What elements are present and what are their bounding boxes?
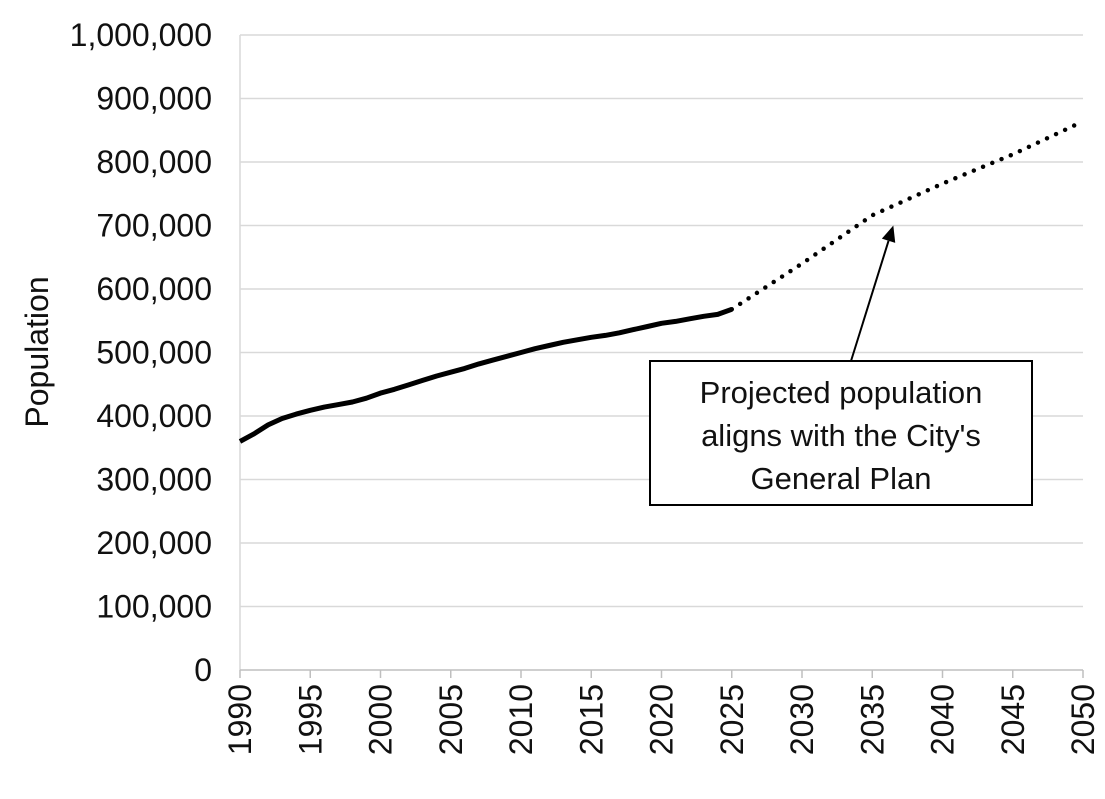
y-tick-labels: 0 100,000 200,000 300,000 400,000 500,000 600,…: [70, 17, 212, 688]
y-tick-label: 800,000: [96, 144, 212, 180]
x-tick-label: 2035: [854, 684, 890, 755]
y-tick-label: 200,000: [96, 525, 212, 561]
x-tick-label: 2045: [995, 684, 1031, 755]
annotation-arrowhead: [881, 225, 896, 243]
y-tick-label: 600,000: [96, 271, 212, 307]
x-tick-label: 2050: [1065, 684, 1101, 755]
y-tick-label: 700,000: [96, 208, 212, 244]
y-tick-label: 100,000: [96, 589, 212, 625]
projected-population-line: [729, 119, 1086, 312]
series: [238, 119, 1086, 444]
x-tick-label: 2025: [714, 684, 750, 755]
y-tick-label: 300,000: [96, 462, 212, 498]
x-tick-label: 2030: [784, 684, 820, 755]
annotation-line-2: aligns with the City's: [701, 418, 981, 453]
annotation: Projected population aligns with the Cit…: [649, 225, 1033, 506]
y-tick-label: 400,000: [96, 398, 212, 434]
annotation-arrow: [850, 240, 890, 362]
x-tick-label: 1995: [292, 684, 328, 755]
annotation-line-3: General Plan: [751, 461, 932, 496]
x-tick-labels: 1990 1995 2000 2005 2010 2015 2020 2025 2030 2035…: [222, 684, 1101, 755]
x-tick-label: 2040: [925, 684, 961, 755]
y-tick-label: 900,000: [96, 81, 212, 117]
x-tick-label: 2020: [644, 684, 680, 755]
y-tick-label: 500,000: [96, 335, 212, 371]
annotation-box: [649, 360, 1033, 506]
x-tick-label: 2000: [363, 684, 399, 755]
axes: [239, 35, 1084, 678]
x-tick-label: 1990: [222, 684, 258, 755]
x-tick-label: 2010: [503, 684, 539, 755]
y-axis-title: Population: [19, 276, 55, 427]
x-tick-label: 2005: [433, 684, 469, 755]
x-tick-label: 2015: [573, 684, 609, 755]
y-tick-label: 1,000,000: [70, 17, 212, 53]
annotation-line-1: Projected population: [700, 375, 983, 410]
y-tick-label: 0: [194, 652, 212, 688]
historical-population-line: [238, 306, 733, 444]
